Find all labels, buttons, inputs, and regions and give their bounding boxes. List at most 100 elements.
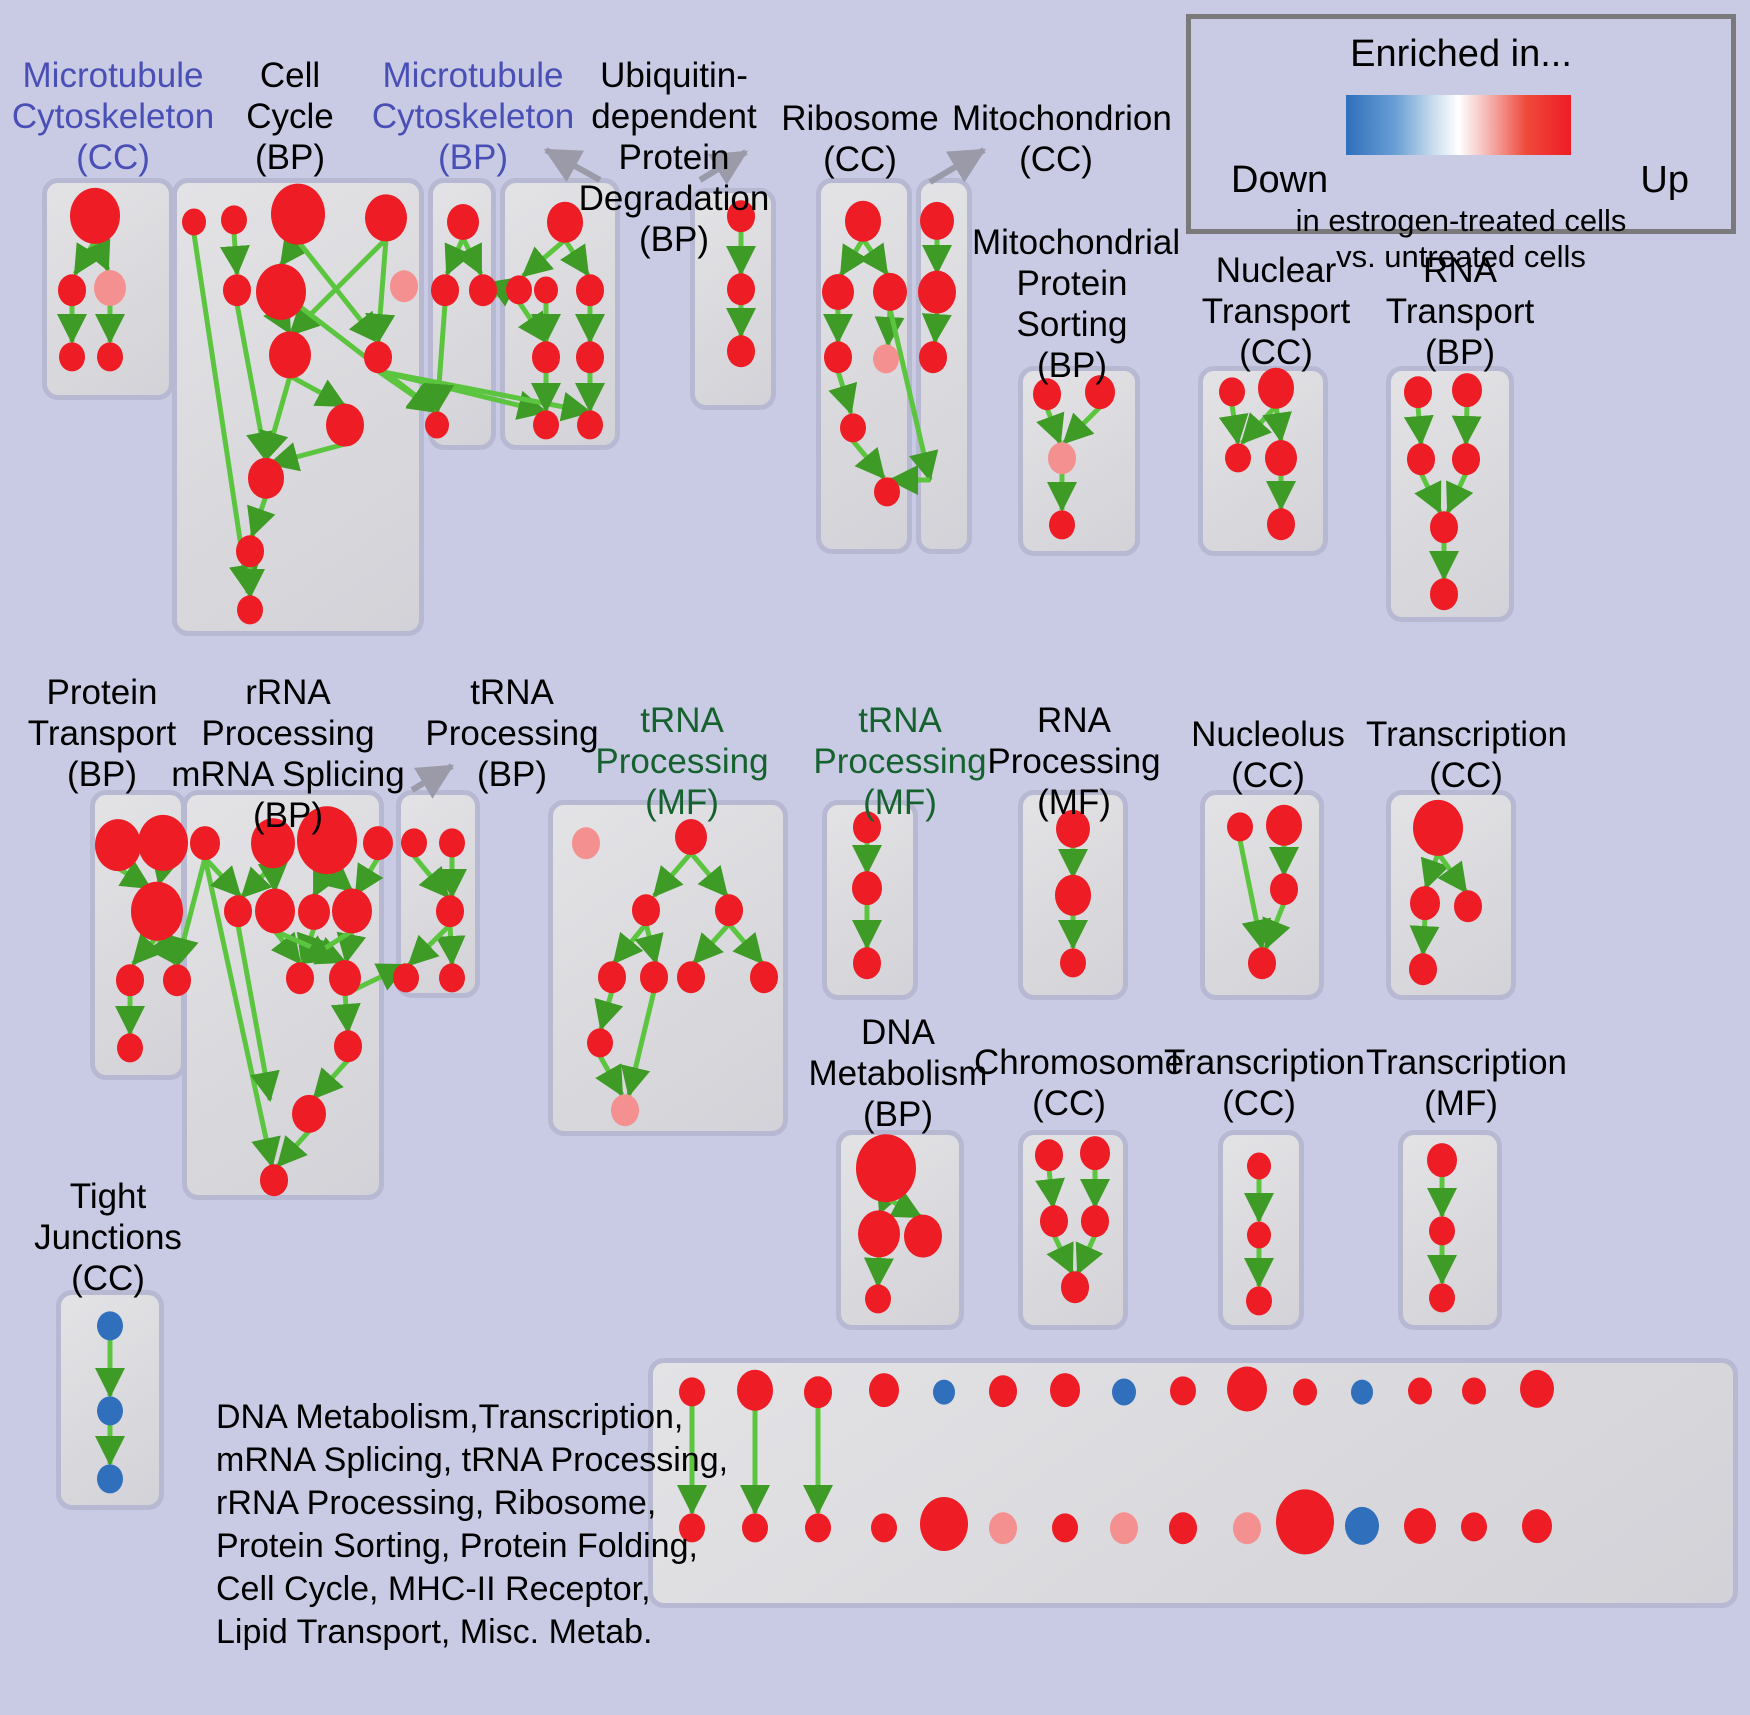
gene-node <box>1233 1512 1261 1544</box>
gene-node <box>1429 1283 1455 1313</box>
gene-node <box>874 477 900 507</box>
gene-node <box>116 964 144 996</box>
gene-node <box>292 1094 326 1134</box>
gene-node <box>715 894 743 926</box>
gene-node <box>271 183 325 245</box>
gene-node <box>1404 376 1432 408</box>
gene-node <box>533 410 559 440</box>
gene-node <box>138 814 188 872</box>
gene-node <box>469 274 497 306</box>
gene-node <box>871 1513 897 1543</box>
cluster-label-protein-transport-bp: Protein Transport (BP) <box>27 673 177 794</box>
gene-node <box>1225 443 1251 473</box>
gene-node <box>1112 1378 1136 1406</box>
gene-node <box>852 871 882 905</box>
gene-node <box>94 270 126 306</box>
gene-node <box>1430 511 1458 543</box>
gene-node <box>334 1030 362 1062</box>
gene-node <box>1351 1379 1373 1405</box>
gene-node <box>190 826 220 860</box>
gene-node <box>873 272 907 312</box>
gene-node <box>506 275 532 305</box>
gene-node <box>1345 1506 1379 1546</box>
gene-node <box>611 1094 639 1126</box>
gene-node <box>904 1214 942 1258</box>
gene-node <box>750 961 778 993</box>
gene-node <box>1050 1373 1080 1407</box>
gene-node <box>856 1134 916 1202</box>
cluster-label-nucleolus-cc: Nucleolus (CC) <box>1191 715 1345 795</box>
gene-node <box>1266 804 1302 846</box>
gene-node <box>390 270 418 302</box>
gene-node <box>727 200 755 232</box>
gene-node <box>1055 874 1091 916</box>
gene-node <box>1409 953 1437 985</box>
gene-node <box>824 341 852 373</box>
gene-node <box>1110 1512 1138 1544</box>
cluster-label-trna-processing-mf-1: tRNA Processing (MF) <box>595 701 769 822</box>
gene-node <box>1248 947 1276 979</box>
cluster-label-microtubule-cytoskeleton-bp: Microtubule Cytoskeleton (BP) <box>371 56 575 177</box>
gene-node <box>1293 1378 1317 1406</box>
cluster-label-microtubule-cytoskeleton-cc: Microtubule Cytoskeleton (CC) <box>11 56 215 177</box>
gene-node <box>223 274 251 306</box>
gene-node <box>1061 1271 1089 1303</box>
cluster-label-ubiquitin-dependent-protein-degradation-bp: Ubiquitin- dependent Protein Degradation… <box>578 56 770 259</box>
gene-node <box>163 964 191 996</box>
gene-node <box>598 961 626 993</box>
gene-node <box>182 208 206 236</box>
gene-node <box>1170 1376 1196 1406</box>
gene-node <box>393 963 419 993</box>
gene-node <box>59 342 85 372</box>
gene-node <box>1407 443 1435 475</box>
gene-node <box>933 1379 955 1405</box>
gene-node <box>640 961 668 993</box>
gene-node <box>251 818 295 868</box>
gene-node <box>1267 508 1295 540</box>
gene-node <box>576 274 604 306</box>
gene-node <box>329 960 361 996</box>
gene-node <box>97 1311 123 1341</box>
gene-node <box>869 1373 899 1407</box>
gene-node <box>845 200 881 242</box>
gene-node <box>858 1210 900 1258</box>
gene-node <box>1081 1205 1109 1237</box>
gene-node <box>534 276 558 304</box>
gene-node <box>1247 1152 1271 1180</box>
gene-node <box>1247 1221 1271 1249</box>
gene-node <box>58 274 86 306</box>
gene-node <box>989 1512 1017 1544</box>
gene-node <box>737 1369 773 1411</box>
gene-node <box>364 341 392 373</box>
gene-node <box>920 1497 968 1551</box>
gene-node <box>1219 377 1245 407</box>
gene-node <box>1227 1366 1267 1412</box>
gene-node <box>236 535 264 567</box>
gene-node <box>286 962 314 994</box>
gene-node <box>805 1513 831 1543</box>
cluster-label-mitochondrion-cc: Mitochondrion (CC) <box>952 99 1172 179</box>
gene-node <box>224 895 252 927</box>
gene-node <box>727 335 755 367</box>
legend-up-label: Up <box>1640 159 1689 201</box>
gene-node <box>679 1513 705 1543</box>
cluster-label-rrna-processing-mrna-splicing-bp: rRNA Processing mRNA Splicing (BP) <box>171 673 405 835</box>
gene-node <box>1040 1205 1068 1237</box>
gene-node <box>675 819 707 855</box>
gene-node <box>1169 1512 1197 1544</box>
cluster-label-trna-processing-bp: tRNA Processing (BP) <box>425 673 599 794</box>
legend-box: Enriched in... Down Up in estrogen-treat… <box>1186 14 1736 274</box>
gene-node <box>401 828 427 858</box>
cluster-label-transcription-mf: Transcription (MF) <box>1366 1043 1567 1123</box>
gene-node <box>256 263 306 321</box>
cluster-label-dna-metabolism-bp: DNA Metabolism (BP) <box>808 1013 988 1134</box>
gene-node <box>97 342 123 372</box>
gene-node <box>297 806 357 874</box>
gene-node <box>853 947 881 979</box>
gene-node <box>1035 1139 1063 1171</box>
gene-node <box>1270 873 1298 905</box>
gene-node <box>70 187 120 245</box>
gene-node <box>1461 1512 1487 1542</box>
gene-node <box>260 1164 288 1196</box>
cluster-label-ribosome-cc: Ribosome (CC) <box>781 99 939 179</box>
